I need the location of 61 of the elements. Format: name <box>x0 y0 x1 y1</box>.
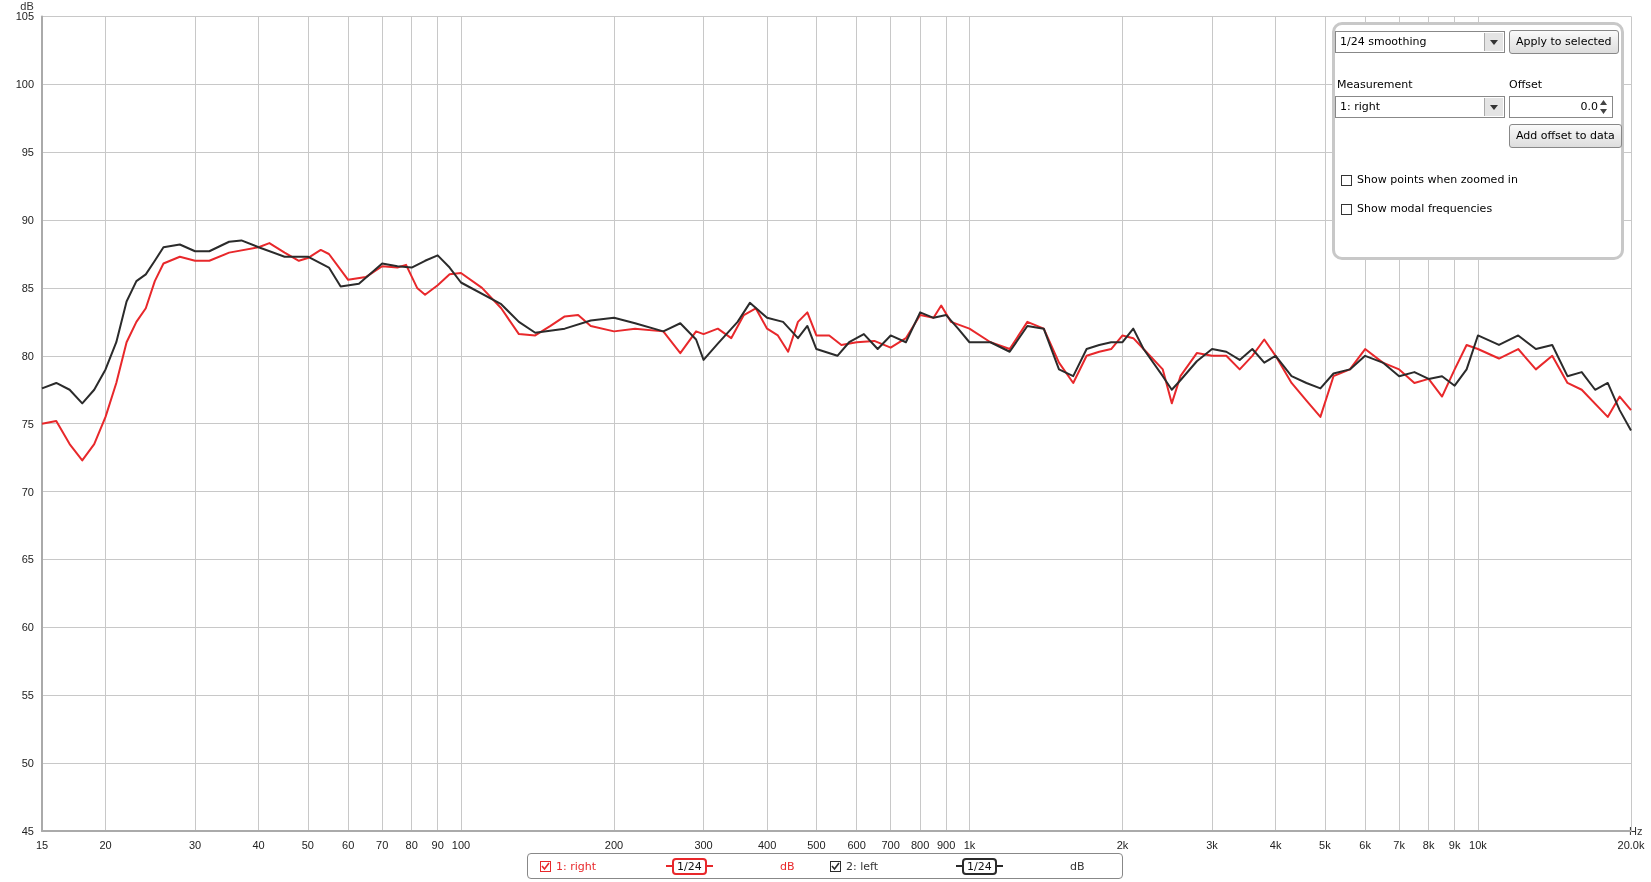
annotation: Offset <box>1509 78 1543 91</box>
y-tick-label: 75 <box>21 417 34 430</box>
y-tick-label: 65 <box>21 553 34 566</box>
dropdown-field: 1: right <box>1335 96 1505 118</box>
x-tick-label: 50 <box>301 838 314 851</box>
button: Apply to selected <box>1509 30 1619 54</box>
x-tick-label: 700 <box>881 838 900 851</box>
annotation: 1/24 smoothing <box>1340 35 1427 48</box>
x-tick-label: 400 <box>757 838 777 851</box>
x-tick-label: 20.0k <box>1617 838 1645 851</box>
y-tick-label: 55 <box>21 689 34 702</box>
x-tick-label: 70 <box>376 838 389 851</box>
x-tick-label: 7k <box>1393 838 1406 851</box>
y-tick-label: 85 <box>21 281 34 294</box>
legend-label: 2: left <box>846 859 880 873</box>
x-tick-label: 10k <box>1469 838 1488 851</box>
x-tick-label: 200 <box>604 838 624 851</box>
x-tick-label: 80 <box>405 838 418 851</box>
text: dB <box>1070 859 1085 873</box>
annotation: 1: right <box>1340 100 1381 113</box>
x-tick-label: 4k <box>1269 838 1282 851</box>
x-tick-label: 500 <box>807 838 826 851</box>
x-tick-label: 2k <box>1116 838 1129 851</box>
x-tick-label: 1k <box>963 838 976 851</box>
annotation: 0.0 <box>1580 100 1598 113</box>
y-axis-title: dB <box>20 0 34 12</box>
text: 1/24 <box>962 857 997 875</box>
button: Add offset to data <box>1509 124 1622 148</box>
x-tick-label: 800 <box>910 838 930 851</box>
y-tick-label: 95 <box>21 146 34 159</box>
x-tick-label: 8k <box>1422 838 1435 851</box>
x-tick-label: 90 <box>431 838 444 851</box>
y-tick-label: 70 <box>21 485 34 498</box>
x-tick-label: 20 <box>99 838 112 851</box>
y-tick-label: 100 <box>15 78 34 91</box>
x-tick-label: 300 <box>694 838 713 851</box>
dropdown-field: 1/24 smoothing <box>1335 31 1505 53</box>
x-tick-label: 900 <box>936 838 956 851</box>
x-tick-label: 15 <box>35 838 49 851</box>
annotation: Measurement <box>1337 78 1413 91</box>
x-tick-label: 3k <box>1206 838 1219 851</box>
legend-label: 1: right <box>556 859 598 873</box>
x-tick-label: 600 <box>847 838 866 851</box>
number-field: 0.0 <box>1509 96 1613 118</box>
x-tick-label: 9k <box>1448 838 1461 851</box>
annotation: Show points when zoomed in <box>1357 173 1518 186</box>
x-tick-label: 5k <box>1319 838 1332 851</box>
annotation: Show modal frequencies <box>1357 202 1493 215</box>
text: dB <box>780 859 795 873</box>
x-tick-label: 40 <box>252 838 265 851</box>
y-tick-label: 50 <box>21 757 34 770</box>
y-tick-label: 90 <box>21 214 34 227</box>
y-tick-label: 45 <box>21 825 34 837</box>
x-tick-label: 30 <box>188 838 202 851</box>
x-tick-label: 100 <box>451 838 471 851</box>
y-tick-label: 80 <box>21 349 34 362</box>
y-tick-label: 105 <box>15 10 34 23</box>
x-tick-label: 60 <box>342 838 355 851</box>
text: 1/24 <box>672 857 707 875</box>
x-tick-label: 6k <box>1359 838 1372 851</box>
y-tick-label: 60 <box>21 621 34 634</box>
